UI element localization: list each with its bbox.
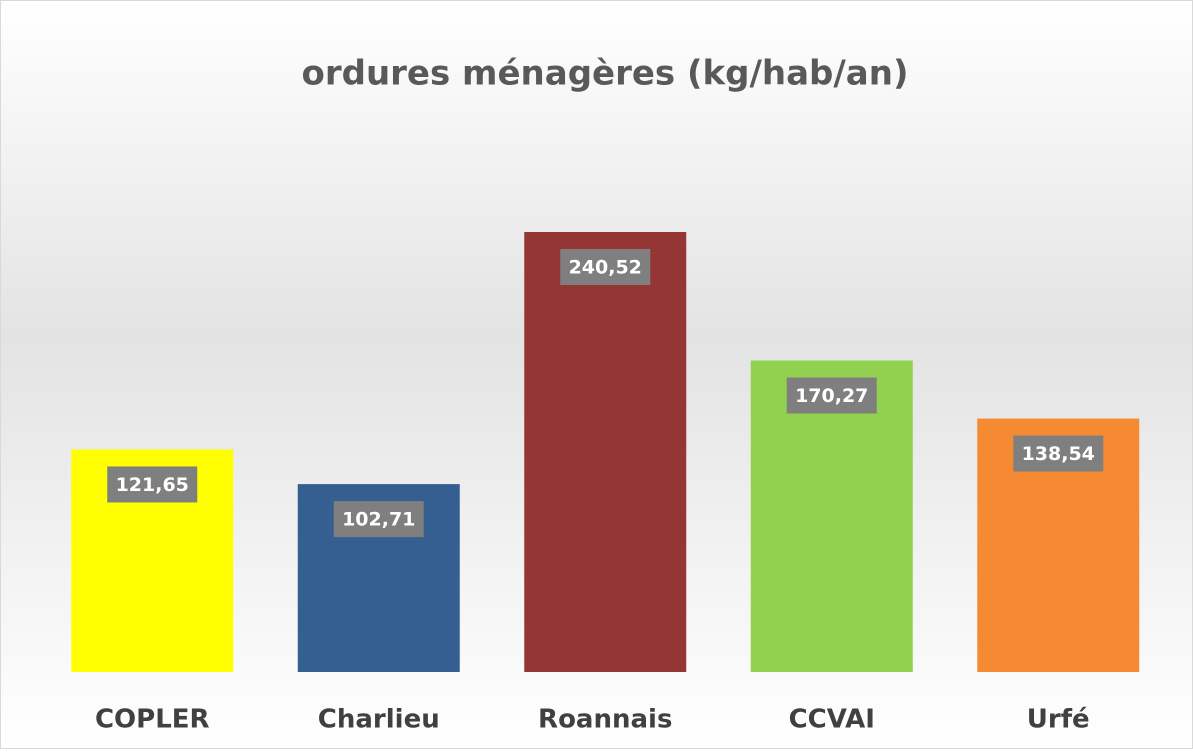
value-label: 240,52 bbox=[569, 257, 642, 279]
value-label: 102,71 bbox=[342, 509, 415, 531]
value-label: 121,65 bbox=[116, 474, 189, 496]
chart-title: ordures ménagères (kg/hab/an) bbox=[301, 54, 908, 94]
value-label-box bbox=[786, 377, 877, 414]
value-label-box bbox=[107, 466, 198, 503]
value-label: 138,54 bbox=[1022, 443, 1095, 465]
x-tick-label: Urfé bbox=[1027, 705, 1090, 735]
x-tick-label: Charlieu bbox=[318, 705, 440, 735]
value-label-box bbox=[333, 501, 424, 538]
x-tick-label: Roannais bbox=[538, 705, 672, 735]
value-label: 170,27 bbox=[795, 385, 868, 407]
value-label-box bbox=[560, 249, 651, 285]
value-label-box bbox=[1013, 435, 1104, 472]
x-tick-label: COPLER bbox=[95, 705, 210, 735]
bar bbox=[524, 232, 687, 672]
x-tick-label: CCVAI bbox=[789, 705, 875, 735]
